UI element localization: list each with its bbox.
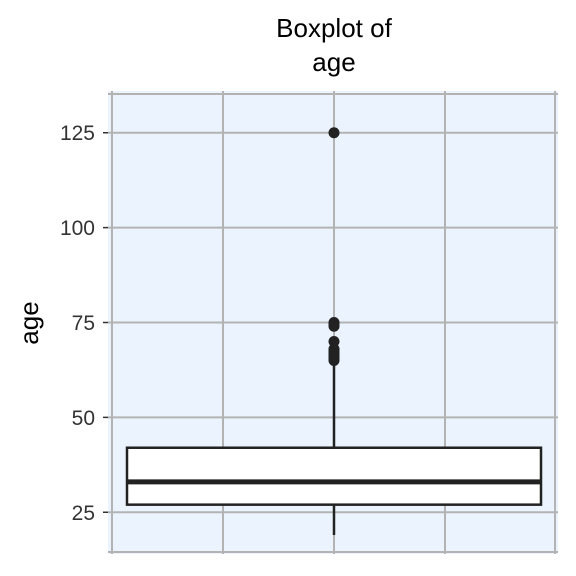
box-iqr <box>125 446 543 506</box>
y-axis-title: age <box>14 301 44 344</box>
chart-title-line-1: Boxplot of <box>276 13 392 43</box>
outlier-point <box>328 335 340 347</box>
y-tick-label: 50 <box>72 407 95 430</box>
outlier-point <box>328 127 340 139</box>
outlier-point <box>328 343 340 355</box>
boxplot-marks <box>125 127 543 536</box>
outlier-point <box>328 317 340 328</box>
y-tick-label: 75 <box>72 312 95 335</box>
y-tick-label: 25 <box>72 502 95 525</box>
y-tick-label: 100 <box>60 217 95 240</box>
y-axis-ticks: 25 50 75 100 125 <box>60 122 108 525</box>
y-tick-label: 125 <box>60 122 95 145</box>
chart-title-line-2: age <box>312 47 355 77</box>
